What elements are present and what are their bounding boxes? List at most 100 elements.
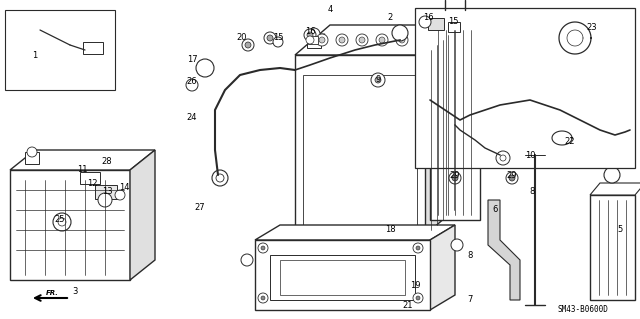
Bar bbox=[270, 255, 415, 300]
Circle shape bbox=[316, 34, 328, 46]
Circle shape bbox=[396, 34, 408, 46]
Text: 29: 29 bbox=[507, 170, 517, 180]
Circle shape bbox=[336, 34, 348, 46]
Polygon shape bbox=[255, 225, 455, 240]
Bar bbox=[303, 75, 417, 225]
Bar bbox=[590, 195, 635, 300]
Circle shape bbox=[273, 37, 283, 47]
Circle shape bbox=[196, 59, 214, 77]
Circle shape bbox=[419, 37, 425, 43]
Text: 7: 7 bbox=[467, 295, 473, 305]
Circle shape bbox=[261, 246, 265, 250]
Polygon shape bbox=[10, 150, 155, 170]
Text: 16: 16 bbox=[305, 27, 316, 36]
Circle shape bbox=[186, 79, 198, 91]
Text: 27: 27 bbox=[195, 204, 205, 212]
Bar bbox=[10, 170, 130, 280]
Circle shape bbox=[416, 34, 428, 46]
Text: 18: 18 bbox=[385, 226, 396, 234]
Circle shape bbox=[449, 172, 461, 184]
Text: 22: 22 bbox=[564, 137, 575, 146]
Polygon shape bbox=[130, 150, 155, 280]
Text: 21: 21 bbox=[403, 300, 413, 309]
Bar bbox=[430, 25, 480, 220]
Circle shape bbox=[58, 218, 66, 226]
Bar bbox=[435, 10, 475, 28]
Circle shape bbox=[604, 167, 620, 183]
Polygon shape bbox=[307, 38, 321, 48]
Text: 16: 16 bbox=[422, 13, 433, 23]
Text: 25: 25 bbox=[55, 216, 65, 225]
Bar bbox=[95, 185, 117, 199]
Polygon shape bbox=[307, 34, 325, 38]
Circle shape bbox=[216, 174, 224, 182]
Text: FR.: FR. bbox=[45, 290, 58, 296]
Circle shape bbox=[53, 213, 71, 231]
Text: 15: 15 bbox=[273, 33, 284, 42]
Bar bbox=[255, 240, 430, 310]
Circle shape bbox=[451, 239, 463, 251]
Text: 8: 8 bbox=[467, 250, 473, 259]
Text: 19: 19 bbox=[410, 280, 420, 290]
Circle shape bbox=[509, 175, 515, 181]
Text: 5: 5 bbox=[618, 226, 623, 234]
Polygon shape bbox=[440, 38, 454, 48]
Bar bbox=[80, 172, 100, 184]
Circle shape bbox=[371, 73, 385, 87]
Circle shape bbox=[416, 246, 420, 250]
Text: 8: 8 bbox=[529, 188, 534, 197]
Bar bbox=[448, 22, 460, 32]
Text: 29: 29 bbox=[450, 170, 460, 180]
Text: 3: 3 bbox=[72, 287, 77, 296]
Circle shape bbox=[306, 36, 314, 44]
Circle shape bbox=[379, 37, 385, 43]
Text: 6: 6 bbox=[492, 205, 498, 214]
Circle shape bbox=[452, 175, 458, 181]
Text: 24: 24 bbox=[187, 114, 197, 122]
Circle shape bbox=[308, 28, 320, 40]
Circle shape bbox=[413, 293, 423, 303]
Text: 9: 9 bbox=[376, 76, 381, 85]
Bar bbox=[415, 8, 635, 168]
Circle shape bbox=[264, 32, 276, 44]
Polygon shape bbox=[440, 34, 458, 38]
Circle shape bbox=[339, 37, 345, 43]
Circle shape bbox=[392, 25, 408, 41]
Polygon shape bbox=[295, 25, 460, 55]
Text: 26: 26 bbox=[187, 78, 197, 86]
Text: 14: 14 bbox=[119, 183, 129, 192]
Text: 4: 4 bbox=[328, 5, 333, 14]
Polygon shape bbox=[425, 25, 460, 235]
Text: 15: 15 bbox=[448, 18, 458, 26]
Circle shape bbox=[242, 39, 254, 51]
Circle shape bbox=[413, 243, 423, 253]
Circle shape bbox=[261, 296, 265, 300]
Text: 17: 17 bbox=[187, 56, 197, 64]
Circle shape bbox=[304, 29, 316, 41]
Bar bbox=[5, 10, 115, 90]
Circle shape bbox=[27, 147, 37, 157]
Circle shape bbox=[307, 32, 313, 38]
Text: 23: 23 bbox=[587, 24, 597, 33]
Polygon shape bbox=[488, 200, 520, 300]
Circle shape bbox=[359, 37, 365, 43]
Circle shape bbox=[376, 34, 388, 46]
Circle shape bbox=[115, 190, 125, 200]
Text: 20: 20 bbox=[237, 33, 247, 42]
Text: 1: 1 bbox=[33, 50, 38, 60]
Circle shape bbox=[375, 77, 381, 83]
Circle shape bbox=[506, 172, 518, 184]
Circle shape bbox=[319, 37, 325, 43]
Text: 12: 12 bbox=[87, 179, 97, 188]
Circle shape bbox=[496, 151, 510, 165]
Circle shape bbox=[98, 193, 112, 207]
Circle shape bbox=[399, 37, 405, 43]
Text: 28: 28 bbox=[102, 158, 112, 167]
Bar bbox=[83, 42, 103, 54]
Text: 2: 2 bbox=[387, 13, 392, 23]
Circle shape bbox=[245, 42, 251, 48]
Bar bbox=[280, 260, 405, 295]
Circle shape bbox=[258, 243, 268, 253]
Text: 11: 11 bbox=[77, 166, 87, 174]
Circle shape bbox=[267, 35, 273, 41]
